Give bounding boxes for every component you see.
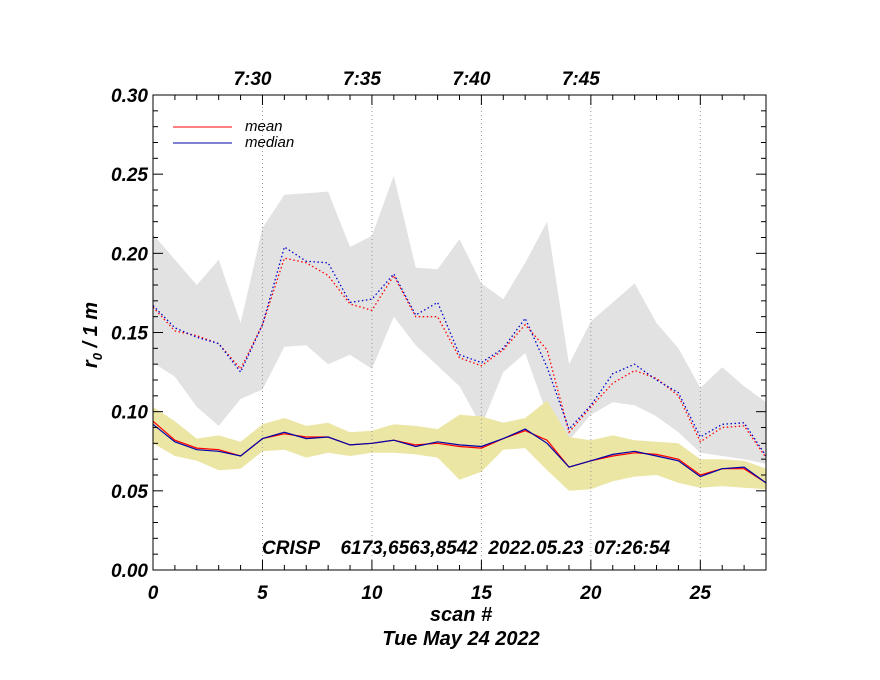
series-line-median-upper bbox=[152, 245, 767, 457]
y-axis-title-rest: / 1 m bbox=[80, 302, 102, 353]
x-tick-label-5: 5 bbox=[257, 583, 268, 604]
series-line-mean-upper bbox=[152, 257, 767, 458]
gray-range-band bbox=[153, 175, 766, 464]
date-label: Tue May 24 2022 bbox=[382, 628, 540, 650]
y-tick-label-0.20: 0.20 bbox=[111, 244, 148, 265]
yellow-range-band bbox=[153, 400, 766, 491]
bands-layer bbox=[153, 175, 766, 491]
legend-median-label: median bbox=[245, 134, 294, 151]
x-tick-label-15: 15 bbox=[471, 583, 493, 604]
y-axis-title: r0 / 1 m bbox=[80, 302, 105, 368]
time-label-7-35: 7:35 bbox=[343, 69, 381, 90]
time-label-7-40: 7:40 bbox=[452, 69, 490, 90]
tick-marks bbox=[152, 94, 767, 571]
y-tick-label-0.30: 0.30 bbox=[111, 86, 148, 107]
series-lines bbox=[152, 245, 767, 484]
svg-text:r0 / 1 m: r0 / 1 m bbox=[80, 302, 105, 368]
y-tick-label-0.25: 0.25 bbox=[111, 165, 148, 186]
time-label-7-45: 7:45 bbox=[562, 69, 600, 90]
y-tick-label-0.05: 0.05 bbox=[111, 482, 148, 503]
y-tick-label-0.15: 0.15 bbox=[111, 324, 148, 345]
instrument-annotation: CRISP 6173,6563,8542 2022.05.23 07:26:54 bbox=[262, 538, 671, 559]
time-label-7-30: 7:30 bbox=[233, 69, 271, 90]
x-tick-label-10: 10 bbox=[361, 583, 383, 604]
series-line-median bbox=[152, 423, 767, 484]
legend-mean-label: mean bbox=[245, 118, 283, 135]
x-tick-label-20: 20 bbox=[579, 583, 602, 604]
y-tick-label-0.00: 0.00 bbox=[111, 561, 148, 582]
tick-labels: 0 5 10 15 20 25 0.00 0.05 0.10 0.15 0.20 0.25 0.30 7:… bbox=[111, 69, 711, 604]
y-axis-title-sub: 0 bbox=[90, 352, 105, 360]
x-axis-title: scan # bbox=[430, 604, 493, 626]
legend: mean median bbox=[173, 118, 294, 151]
y-axis-title-main: r bbox=[80, 359, 102, 368]
y-tick-label-0.10: 0.10 bbox=[111, 403, 148, 424]
x-tick-label-25: 25 bbox=[689, 583, 712, 604]
x-tick-label-0: 0 bbox=[148, 583, 159, 604]
